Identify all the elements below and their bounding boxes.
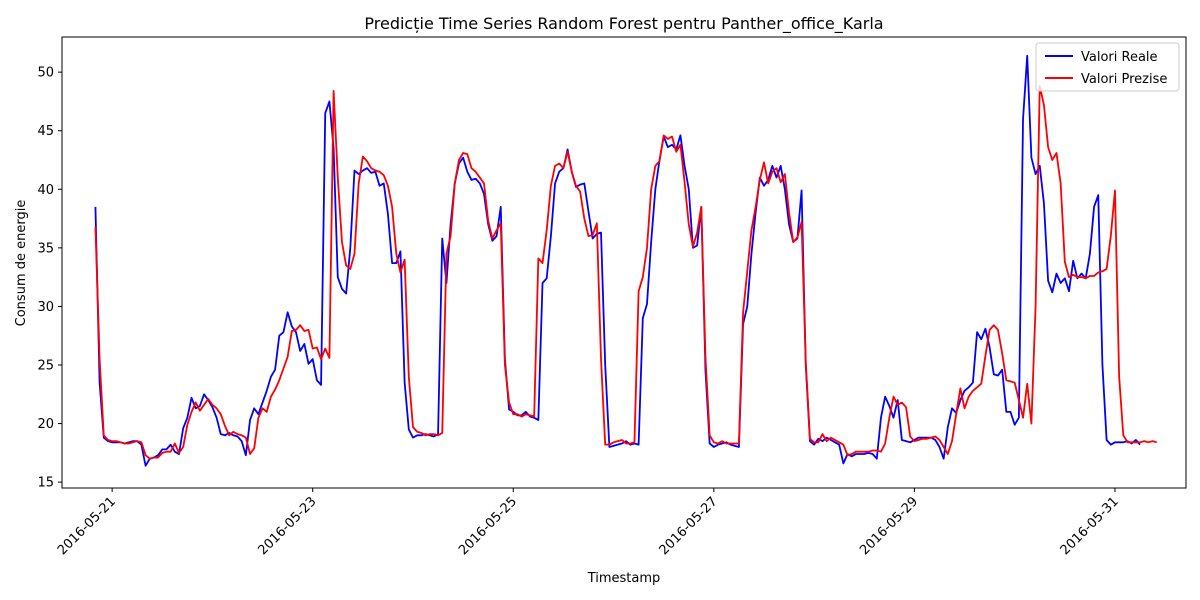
- y-tick-label: 30: [37, 300, 54, 315]
- y-tick-label: 35: [37, 241, 54, 256]
- x-axis-label: Timestamp: [587, 571, 661, 586]
- legend-label-valori-reale: Valori Reale: [1081, 50, 1158, 65]
- y-tick-label: 25: [37, 359, 54, 374]
- y-tick-label: 40: [37, 183, 54, 198]
- series-lines: [94, 54, 1157, 467]
- legend-label-valori-prezise: Valori Prezise: [1081, 72, 1167, 87]
- chart-title: Predicție Time Series Random Forest pent…: [364, 14, 883, 34]
- series-line-valori-prezise: [94, 85, 1157, 460]
- plot-frame: [61, 36, 1187, 489]
- y-tick-label: 50: [37, 66, 54, 81]
- y-tick-label: 20: [37, 417, 54, 432]
- legend: Valori Reale Valori Prezise: [1035, 42, 1180, 92]
- y-axis: 15 20 25 30 35 40 45 50: [37, 66, 62, 491]
- y-tick-label: 15: [37, 476, 54, 491]
- y-tick-label: 45: [37, 124, 54, 139]
- series-line-valori-reale: [94, 54, 1141, 467]
- y-axis-label: Consum de energie: [14, 200, 29, 327]
